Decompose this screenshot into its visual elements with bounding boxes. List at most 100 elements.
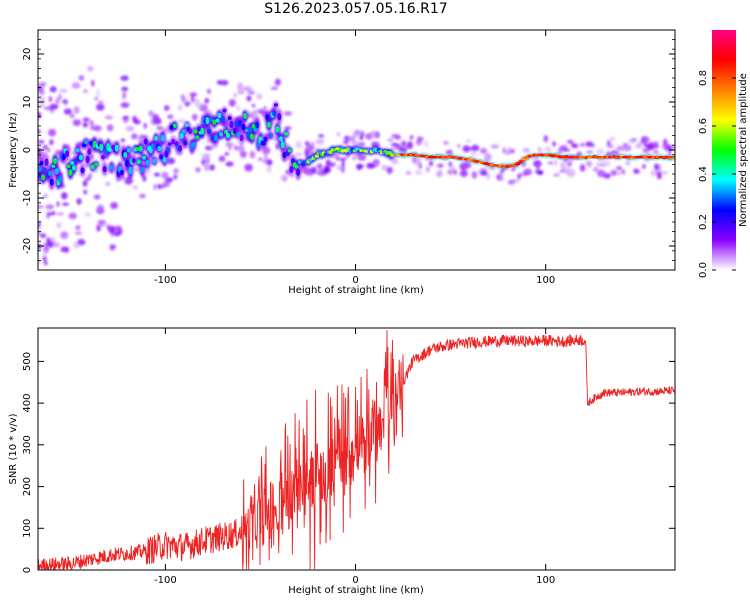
heatmap-noise-cell	[225, 142, 234, 147]
heatmap-noise-cell	[90, 125, 99, 131]
heatmap-noise-cell	[247, 90, 255, 95]
heatmap-cell	[217, 112, 222, 119]
heatmap-cell	[169, 125, 174, 130]
heatmap-noise-cell	[261, 146, 271, 155]
heatmap-noise-cell	[249, 111, 258, 119]
heatmap-cell	[167, 142, 172, 146]
heatmap-noise-cell	[60, 231, 69, 240]
heatmap-cell	[68, 169, 73, 176]
heatmap-noise-cell	[56, 222, 62, 229]
heatmap-noise-cell	[523, 168, 532, 176]
heatmap-noise-cell	[643, 142, 648, 147]
snr-y-tick-label: 0	[22, 567, 33, 573]
heatmap-cell	[244, 128, 249, 133]
heatmap-noise-cell	[162, 127, 171, 134]
heatmap-cell	[137, 159, 141, 165]
heatmap-noise-cell	[122, 91, 127, 100]
heatmap-cell	[90, 164, 95, 170]
heatmap-noise-cell	[294, 152, 304, 157]
heatmap-noise-cell	[642, 164, 646, 169]
heatmap-cell	[119, 169, 124, 176]
heatmap-noise-cell	[47, 212, 55, 216]
heatmap-noise-cell	[418, 157, 422, 166]
heatmap-noise-cell	[479, 147, 488, 154]
heatmap-noise-cell	[38, 243, 42, 250]
heatmap-cell	[232, 127, 237, 135]
heatmap-cell	[344, 149, 348, 153]
spectrogram-y-tick-label: 0	[22, 147, 33, 153]
heatmap-cell	[289, 166, 294, 173]
heatmap-noise-cell	[567, 140, 574, 144]
heatmap-noise-cell	[387, 138, 394, 142]
heatmap-noise-cell	[561, 148, 571, 152]
heatmap-noise-cell	[593, 166, 599, 173]
heatmap-noise-cell	[655, 171, 662, 176]
heatmap-noise-cell	[352, 155, 357, 161]
heatmap-noise-cell	[63, 108, 72, 115]
heatmap-noise-cell	[38, 259, 41, 265]
heatmap-cell	[114, 144, 119, 152]
heatmap-noise-cell	[84, 212, 91, 217]
heatmap-cell	[397, 154, 402, 157]
heatmap-noise-cell	[82, 117, 90, 122]
heatmap-noise-cell	[617, 171, 621, 176]
chart-title: S126.2023.057.05.16.R17	[264, 1, 448, 17]
heatmap-cell	[200, 127, 205, 135]
heatmap-noise-cell	[284, 126, 292, 130]
heatmap-cell	[49, 178, 54, 186]
snr-x-tick-label: 0	[352, 575, 358, 586]
heatmap-cell	[162, 156, 167, 163]
heatmap-noise-cell	[566, 161, 573, 167]
spectrogram-heatmap	[38, 66, 675, 266]
heatmap-cell	[236, 132, 241, 137]
heatmap-noise-cell	[205, 156, 210, 165]
heatmap-noise-cell	[246, 95, 252, 102]
heatmap-noise-cell	[652, 150, 659, 154]
heatmap-noise-cell	[445, 149, 453, 156]
snr-x-tick-label: -100	[154, 575, 177, 586]
heatmap-noise-cell	[83, 189, 88, 195]
heatmap-noise-cell	[650, 169, 657, 177]
heatmap-noise-cell	[165, 177, 174, 183]
heatmap-cell	[267, 121, 271, 128]
heatmap-noise-cell	[340, 165, 345, 173]
heatmap-noise-cell	[105, 181, 111, 187]
heatmap-noise-cell	[38, 231, 42, 235]
heatmap-noise-cell	[352, 130, 360, 137]
heatmap-noise-cell	[447, 169, 454, 175]
heatmap-noise-cell	[55, 97, 60, 105]
heatmap-noise-cell	[409, 135, 414, 140]
heatmap-noise-cell	[237, 90, 245, 95]
heatmap-noise-cell	[132, 115, 138, 123]
heatmap-noise-cell	[228, 146, 232, 150]
heatmap-noise-cell	[39, 81, 44, 89]
heatmap-noise-cell	[191, 113, 198, 121]
heatmap-cell	[184, 123, 189, 127]
heatmap-cell	[208, 117, 213, 122]
heatmap-noise-cell	[305, 144, 315, 153]
heatmap-cell	[65, 150, 70, 158]
heatmap-noise-cell	[342, 139, 350, 145]
heatmap-noise-cell	[517, 173, 521, 180]
heatmap-noise-cell	[352, 141, 361, 146]
heatmap-noise-cell	[338, 157, 347, 161]
heatmap-cell	[275, 125, 280, 133]
heatmap-cell	[284, 131, 289, 136]
heatmap-cell	[181, 129, 186, 134]
heatmap-cell	[219, 132, 224, 137]
heatmap-noise-cell	[204, 98, 210, 104]
heatmap-noise-cell	[633, 168, 638, 174]
heatmap-noise-cell	[139, 193, 146, 199]
heatmap-cell	[294, 164, 299, 169]
heatmap-noise-cell	[437, 163, 444, 168]
heatmap-noise-cell	[412, 156, 417, 163]
heatmap-noise-cell	[46, 148, 51, 153]
heatmap-noise-cell	[113, 231, 120, 237]
heatmap-cell	[160, 134, 165, 142]
heatmap-cell	[135, 147, 140, 151]
heatmap-cell	[70, 161, 75, 165]
heatmap-noise-cell	[616, 145, 624, 152]
heatmap-noise-cell	[134, 168, 140, 172]
heatmap-noise-cell	[131, 133, 138, 140]
